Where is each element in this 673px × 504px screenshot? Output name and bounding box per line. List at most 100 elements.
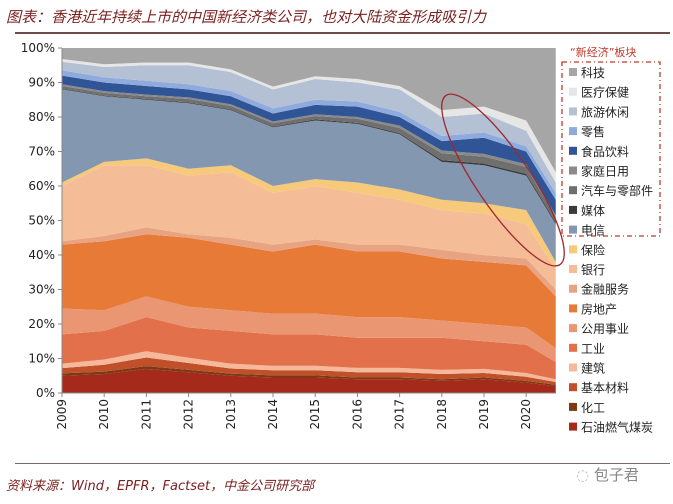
area-金融服务 bbox=[62, 227, 556, 297]
watermark: ◌ 包子君 bbox=[576, 464, 639, 485]
y-tick-label: 0% bbox=[36, 386, 55, 400]
legend-item: 家庭日用 bbox=[569, 164, 629, 179]
legend-label: 旅游休闲 bbox=[581, 105, 629, 119]
legend-label: 食品饮料 bbox=[581, 144, 629, 159]
legend-item: 基本材料 bbox=[569, 381, 629, 395]
area-房地产 bbox=[62, 234, 556, 349]
y-tick-label: 40% bbox=[28, 248, 55, 262]
area-石油燃气煤炭 bbox=[62, 368, 556, 393]
x-tick-label: 2015 bbox=[308, 399, 322, 430]
title-divider bbox=[15, 32, 670, 34]
legend-swatch bbox=[569, 284, 577, 293]
watermark-text: 包子君 bbox=[593, 466, 639, 484]
legend-label: 汽车与零部件 bbox=[581, 183, 653, 198]
y-tick-label: 70% bbox=[28, 145, 55, 159]
legend-swatch bbox=[569, 127, 577, 136]
x-tick-label: 2019 bbox=[477, 399, 491, 430]
y-tick-label: 10% bbox=[28, 352, 55, 366]
x-tick-label: 2020 bbox=[519, 399, 533, 430]
legend-label: 金融服务 bbox=[581, 282, 629, 297]
x-tick-label: 2016 bbox=[350, 399, 364, 430]
legend-label: 建筑 bbox=[581, 361, 605, 376]
y-tick-label: 90% bbox=[28, 76, 55, 90]
legend-item: 化工 bbox=[569, 401, 605, 415]
legend-item: 公用事业 bbox=[569, 322, 629, 336]
legend-item: 医疗保健 bbox=[569, 86, 629, 100]
legend-swatch bbox=[569, 402, 577, 411]
legend-swatch bbox=[569, 205, 577, 214]
legend-label: 公用事业 bbox=[581, 322, 629, 336]
legend-swatch bbox=[569, 383, 577, 392]
y-tick-label: 100% bbox=[21, 41, 55, 55]
legend-swatch bbox=[569, 245, 577, 254]
legend-item: 保险 bbox=[569, 242, 605, 257]
x-tick-label: 2018 bbox=[435, 399, 449, 430]
area-化工 bbox=[62, 366, 556, 387]
area-工业 bbox=[62, 317, 556, 380]
area-科技 bbox=[62, 48, 556, 173]
legend-item: 电信 bbox=[569, 224, 605, 238]
figure-title: 图表：香港近年持续上市的中国新经济类公司，也对大陆资金形成吸引力 bbox=[6, 8, 487, 26]
x-tick-label: 2014 bbox=[266, 399, 280, 430]
legend-swatch bbox=[569, 363, 577, 372]
area-建筑 bbox=[62, 351, 556, 382]
legend-item: 媒体 bbox=[569, 204, 605, 218]
legend-swatch bbox=[569, 146, 577, 155]
legend-label: 医疗保健 bbox=[581, 86, 629, 100]
y-tick-label: 20% bbox=[28, 317, 55, 331]
legend-swatch bbox=[569, 87, 577, 96]
stacked-area-chart: 0% 10% 20% 30% 40% 50% 60% 70% 80% 90% 100% 2009 201… bbox=[21, 41, 661, 435]
legend-swatch bbox=[569, 107, 577, 116]
legend-label: 房地产 bbox=[581, 301, 617, 316]
x-tick-label: 2012 bbox=[182, 399, 196, 430]
new-economy-box bbox=[561, 61, 661, 237]
legend-label: 家庭日用 bbox=[581, 164, 629, 179]
legend-swatch bbox=[569, 324, 577, 333]
area-旅游休闲 bbox=[62, 61, 556, 193]
x-tick-label: 2017 bbox=[393, 399, 407, 430]
legend-swatch bbox=[569, 422, 577, 431]
y-tick-label: 80% bbox=[28, 110, 55, 124]
legend-item: 建筑 bbox=[569, 361, 605, 376]
legend-label: 化工 bbox=[581, 401, 605, 415]
legend-item: 科技 bbox=[569, 66, 605, 80]
legend-label: 科技 bbox=[581, 66, 605, 80]
footer-divider bbox=[15, 463, 670, 464]
legend-label: 电信 bbox=[581, 224, 605, 238]
y-tick-label: 30% bbox=[28, 283, 55, 297]
area-公用事业 bbox=[62, 296, 556, 362]
area-保险 bbox=[62, 158, 556, 269]
legend-item: 食品饮料 bbox=[569, 144, 629, 159]
legend-swatch bbox=[569, 265, 577, 273]
legend-item: 汽车与零部件 bbox=[569, 183, 653, 198]
legend-swatch bbox=[569, 343, 577, 352]
source-note: 资料来源：Wind，EPFR，Factset，中金公司研究部 bbox=[6, 479, 315, 494]
legend-label: 基本材料 bbox=[581, 381, 629, 395]
legend-item: 房地产 bbox=[569, 301, 617, 316]
legend-label: 石油燃气煤炭 bbox=[581, 420, 653, 435]
legend-label: 工业 bbox=[581, 342, 605, 356]
legend-item: 石油燃气煤炭 bbox=[569, 420, 653, 435]
legend-item: 旅游休闲 bbox=[569, 105, 629, 119]
legend-label: 媒体 bbox=[581, 204, 605, 218]
x-tick-label: 2013 bbox=[224, 399, 238, 430]
legend-title: “新经济”板块 bbox=[570, 45, 636, 59]
x-tick-label: 2009 bbox=[55, 399, 69, 430]
y-tick-label: 60% bbox=[28, 179, 55, 193]
legend-swatch bbox=[569, 225, 577, 234]
legend-item: 零售 bbox=[569, 124, 605, 139]
legend-swatch bbox=[569, 186, 577, 195]
x-tick-label: 2011 bbox=[139, 399, 153, 430]
area-电信 bbox=[62, 89, 556, 262]
area-零售 bbox=[62, 70, 556, 200]
legend-item: 工业 bbox=[569, 342, 605, 356]
legend-label: 银行 bbox=[581, 263, 605, 277]
wechat-icon: ◌ bbox=[576, 466, 594, 484]
legend-label: 零售 bbox=[581, 124, 605, 139]
y-tick-label: 50% bbox=[28, 214, 55, 228]
highlight-ellipse bbox=[441, 93, 565, 267]
legend-swatch bbox=[569, 68, 577, 76]
legend-item: 银行 bbox=[569, 263, 605, 277]
area-食品饮料 bbox=[62, 75, 556, 216]
